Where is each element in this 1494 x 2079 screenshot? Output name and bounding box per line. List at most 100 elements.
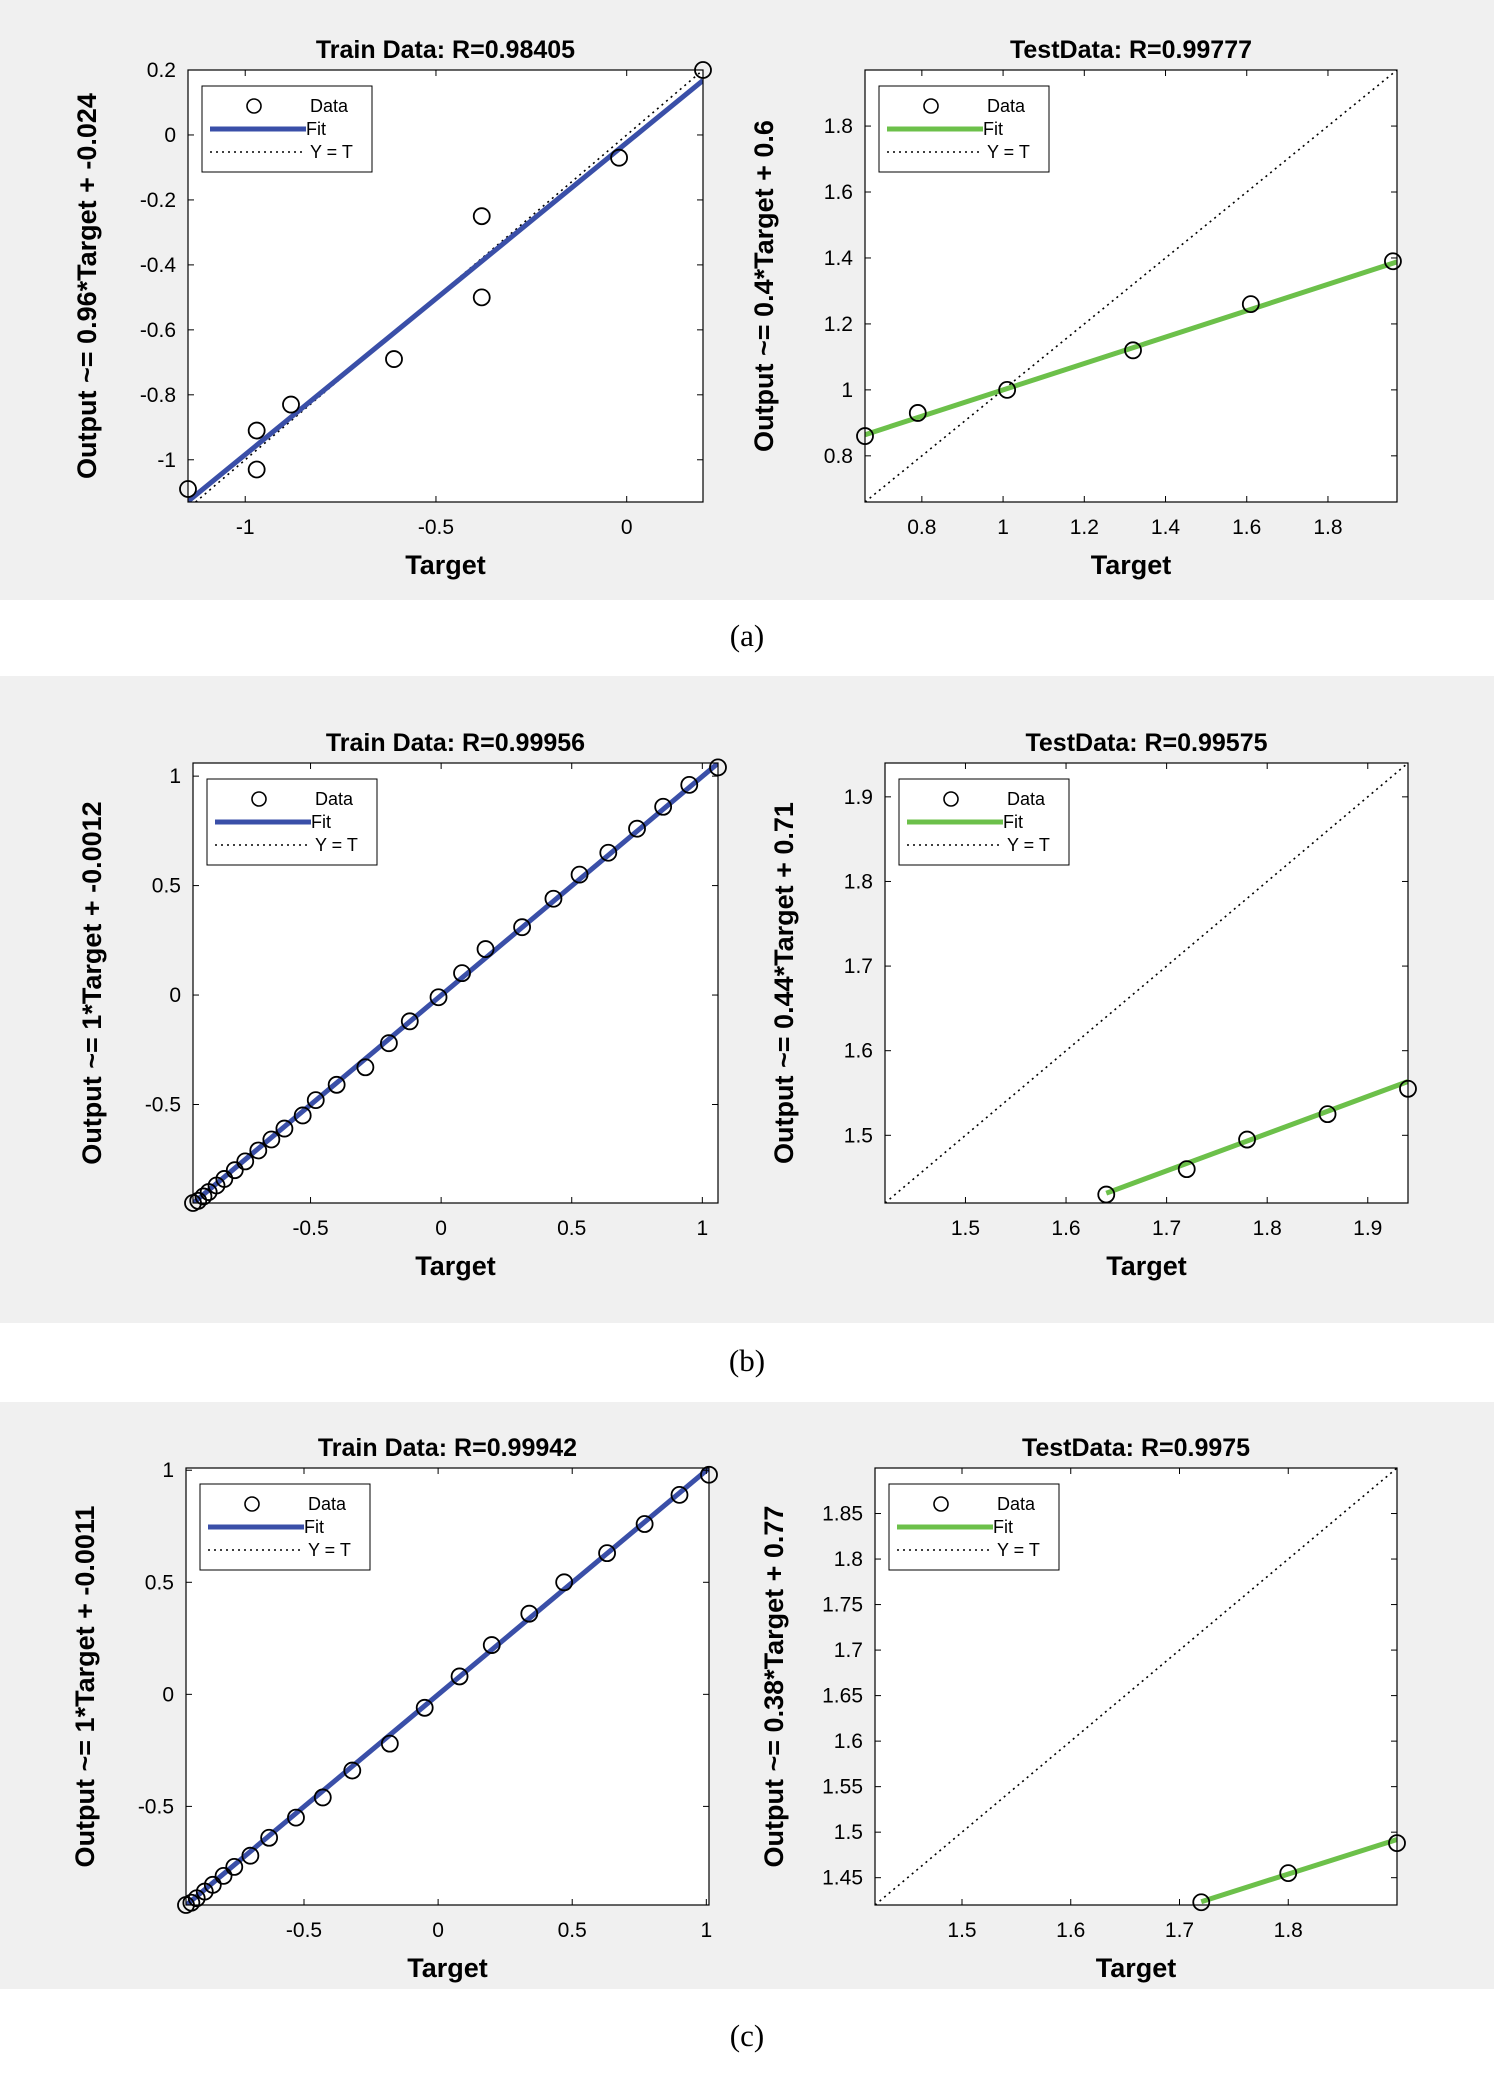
x-tick-label: 1 bbox=[997, 516, 1009, 539]
x-tick-label: 1.5 bbox=[947, 1919, 976, 1942]
legend-fit-label: Fit bbox=[993, 1517, 1013, 1537]
data-point bbox=[214, 1866, 233, 1885]
x-tick-label: 1.7 bbox=[1165, 1919, 1194, 1942]
caption-b: (b) bbox=[728, 1343, 766, 1378]
legend-fit-label: Fit bbox=[311, 812, 331, 832]
data-point bbox=[856, 427, 874, 445]
y-tick-label: 1.65 bbox=[822, 1685, 863, 1708]
y-tick-label: 1.8 bbox=[844, 870, 873, 893]
x-tick-label: 0.5 bbox=[557, 1217, 586, 1240]
legend: Data Fit Y = T bbox=[898, 778, 1070, 866]
data-point bbox=[670, 1485, 689, 1504]
x-tick-label: -1 bbox=[236, 516, 255, 539]
legend-yt-label: Y = T bbox=[310, 142, 353, 162]
legend: Data Fit Y = T bbox=[201, 85, 373, 173]
y-tick-label: 1 bbox=[841, 379, 853, 402]
y-tick-label: 1.6 bbox=[834, 1730, 863, 1753]
x-tick-label: 1.8 bbox=[1253, 1217, 1282, 1240]
data-point bbox=[570, 865, 589, 884]
data-point bbox=[343, 1761, 362, 1780]
data-point bbox=[327, 1075, 346, 1094]
y-tick-label: 0 bbox=[162, 1683, 174, 1706]
legend-data-marker bbox=[251, 791, 267, 807]
axes-frame bbox=[192, 762, 719, 1204]
y-tick-label: -0.5 bbox=[138, 1795, 174, 1818]
y-tick-label: 1.2 bbox=[824, 313, 853, 336]
x-tick-label: 0 bbox=[435, 1217, 447, 1240]
data-point bbox=[203, 1875, 222, 1894]
legend-fit-label: Fit bbox=[983, 119, 1003, 139]
y-tick-label: 1.7 bbox=[834, 1639, 863, 1662]
data-point bbox=[1279, 1864, 1298, 1883]
data-point bbox=[282, 395, 300, 414]
x-tick-label: 1.6 bbox=[1051, 1217, 1080, 1240]
legend-yt-label: Y = T bbox=[308, 1540, 351, 1560]
y-tick-label: 1 bbox=[169, 765, 181, 788]
y-tick-label: 0 bbox=[164, 124, 176, 147]
legend-data-marker bbox=[923, 98, 939, 114]
legend: Data Fit Y = T bbox=[206, 778, 378, 866]
data-point bbox=[544, 889, 563, 908]
data-point bbox=[599, 843, 618, 862]
data-point bbox=[262, 1130, 281, 1149]
data-point bbox=[1241, 295, 1260, 314]
data-point bbox=[635, 1515, 654, 1533]
legend-data-label: Data bbox=[1007, 789, 1046, 809]
x-tick-label: 1.9 bbox=[1353, 1217, 1382, 1240]
legend-yt-label: Y = T bbox=[997, 1540, 1040, 1560]
y-tick-label: 1.45 bbox=[822, 1867, 863, 1890]
data-point bbox=[513, 918, 532, 937]
x-axis-label: Target bbox=[1106, 1251, 1187, 1281]
legend-data-marker bbox=[933, 1496, 949, 1512]
chart-title: Train Data: R=0.99956 bbox=[326, 729, 585, 757]
x-axis-label: Target bbox=[1096, 1953, 1177, 1983]
data-point bbox=[1177, 1160, 1196, 1179]
axes-frame bbox=[187, 69, 704, 503]
chart-c-test: 1.5 1.6 1.7 1.8 1.85 1.8 1.75 1.7 1.65 1.6 1.55 1.5… bbox=[759, 1434, 1406, 1983]
legend-data-label: Data bbox=[310, 96, 349, 116]
chart-title: TestData: R=0.99575 bbox=[1025, 729, 1267, 757]
legend-data-label: Data bbox=[997, 1494, 1036, 1514]
legend-data-label: Data bbox=[315, 789, 354, 809]
data-point bbox=[908, 404, 927, 422]
data-point bbox=[385, 350, 403, 368]
data-point bbox=[628, 819, 646, 838]
legend-data-marker bbox=[244, 1496, 260, 1512]
data-point bbox=[610, 148, 628, 167]
legend-fit-label: Fit bbox=[304, 1517, 324, 1537]
x-tick-label: 1.6 bbox=[1056, 1919, 1085, 1942]
data-point bbox=[356, 1058, 375, 1077]
data-point bbox=[700, 1465, 718, 1484]
x-tick-label: 0.8 bbox=[907, 516, 936, 539]
fit-line bbox=[1105, 1079, 1408, 1196]
y-tick-label: 1.6 bbox=[844, 1040, 873, 1063]
y-tick-label: 1.8 bbox=[824, 115, 853, 138]
x-tick-label: 1.7 bbox=[1152, 1217, 1181, 1240]
data-point bbox=[1318, 1105, 1337, 1124]
data-point bbox=[1124, 341, 1142, 360]
chart-c-train: -0.5 0 0.5 1 1 0.5 0 -0.5 Train Data: R=0.99942 T… bbox=[70, 1434, 718, 1983]
legend-fit-label: Fit bbox=[306, 119, 326, 139]
data-point bbox=[1384, 252, 1402, 271]
data-point bbox=[654, 797, 673, 816]
chart-b-test: 1.5 1.6 1.7 1.8 1.9 1.9 1.8 1.7 1.6 1.5 TestData: … bbox=[769, 729, 1417, 1281]
chart-title: Train Data: R=0.99942 bbox=[318, 1434, 577, 1462]
axes-frame bbox=[864, 69, 1398, 503]
x-axis-label: Target bbox=[407, 1953, 488, 1983]
data-point bbox=[482, 1636, 501, 1654]
y-tick-label: 1.8 bbox=[834, 1548, 863, 1571]
data-point bbox=[380, 1734, 399, 1753]
legend-data-marker bbox=[943, 791, 959, 807]
x-tick-label: 1.2 bbox=[1070, 516, 1099, 539]
x-tick-label: -0.5 bbox=[292, 1217, 328, 1240]
data-point bbox=[450, 1667, 469, 1686]
chart-title: TestData: R=0.9975 bbox=[1022, 1434, 1250, 1462]
data-point bbox=[225, 1858, 244, 1876]
plot-content bbox=[193, 763, 718, 1203]
data-point bbox=[225, 1161, 244, 1180]
data-point bbox=[194, 1187, 213, 1206]
data-point bbox=[260, 1828, 279, 1847]
x-tick-label: 1 bbox=[696, 1217, 708, 1240]
x-tick-label: 1.5 bbox=[951, 1217, 980, 1240]
x-axis-label: Target bbox=[415, 1251, 496, 1281]
